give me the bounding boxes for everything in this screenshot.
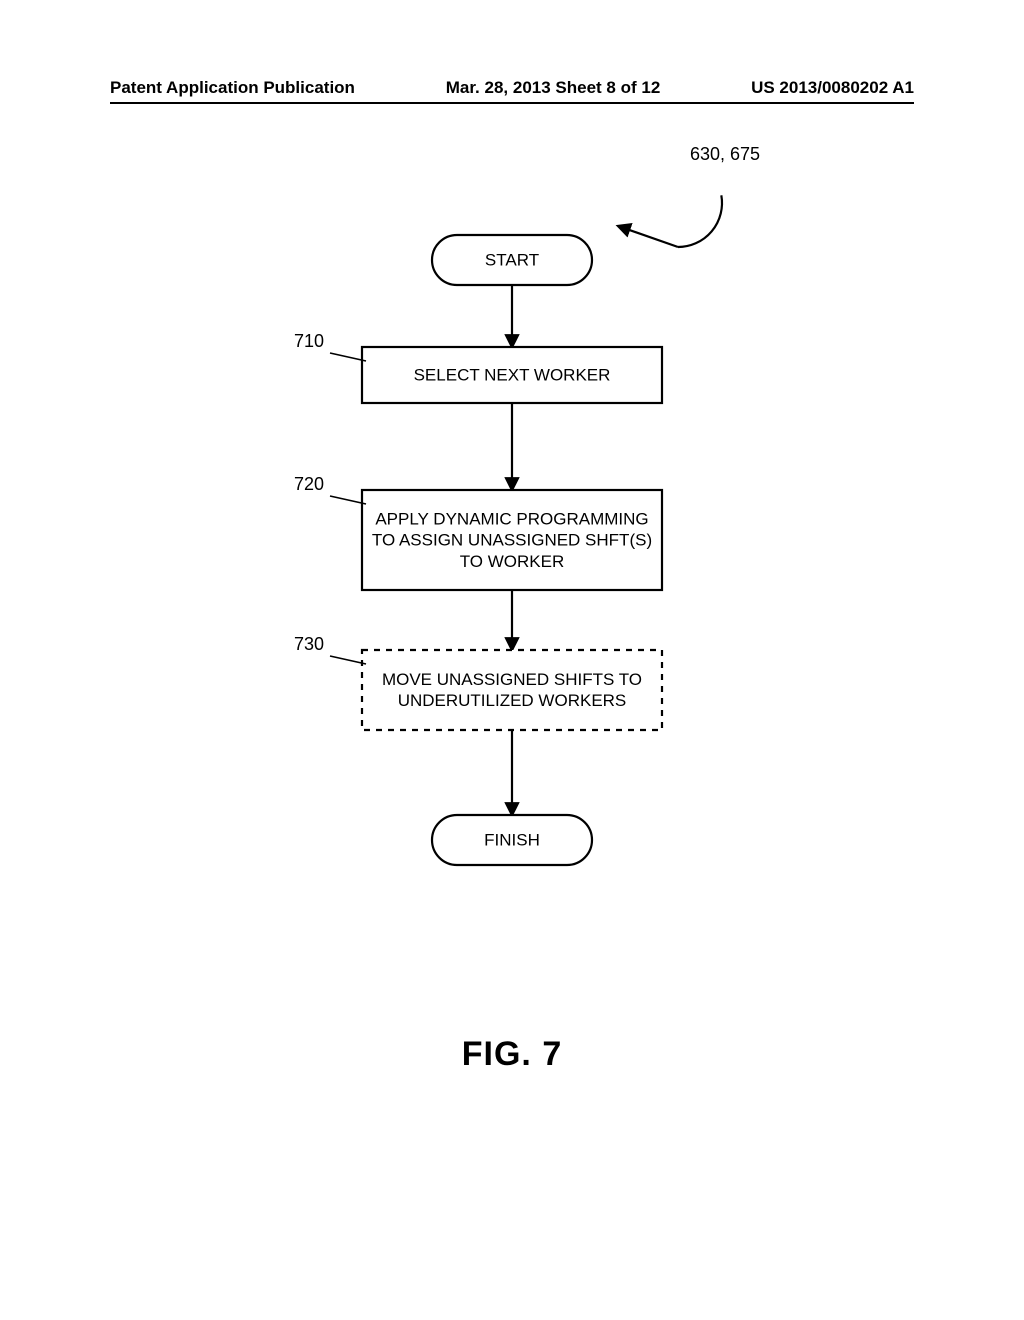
ref-arc (678, 195, 722, 247)
process-label-line: APPLY DYNAMIC PROGRAMMING (375, 509, 648, 528)
ref-leader (330, 496, 366, 504)
flow-node-n730: MOVE UNASSIGNED SHIFTS TO UNDERUTILIZED W… (294, 634, 662, 730)
header-right: US 2013/0080202 A1 (751, 78, 914, 98)
process-box-dashed (362, 650, 662, 730)
process-label-line: MOVE UNASSIGNED SHIFTS TO (382, 670, 642, 689)
header-left: Patent Application Publication (110, 78, 355, 98)
page-header: Patent Application Publication Mar. 28, … (0, 78, 1024, 104)
ref-arrow (618, 226, 678, 247)
flow-node-n710: SELECT NEXT WORKER 710 (294, 331, 662, 403)
flow-node-start: START (432, 235, 592, 285)
ref-label: 720 (294, 474, 324, 494)
page-root: Patent Application Publication Mar. 28, … (0, 0, 1024, 1320)
process-label-line: TO ASSIGN UNASSIGNED SHFT(S) (372, 531, 652, 550)
ref-leader (330, 353, 366, 361)
header-center: Mar. 28, 2013 Sheet 8 of 12 (446, 78, 661, 98)
ref-leader (330, 656, 366, 664)
terminal-label: FINISH (484, 831, 540, 850)
terminal-label: START (485, 251, 539, 270)
process-label-line: TO WORKER (460, 552, 565, 571)
flow-node-n720: APPLY DYNAMIC PROGRAMMING TO ASSIGN UNASS… (294, 474, 662, 590)
flow-node-finish: FINISH (432, 815, 592, 865)
process-label-line: UNDERUTILIZED WORKERS (398, 691, 627, 710)
figure-caption: FIG. 7 (0, 1035, 1024, 1074)
process-label-line: SELECT NEXT WORKER (414, 366, 611, 385)
header-rule (110, 102, 914, 104)
ref-label: 710 (294, 331, 324, 351)
ref-label: 730 (294, 634, 324, 654)
ref-label-top: 630, 675 (690, 144, 760, 164)
flowchart-svg: START SELECT NEXT WORKER 710 APPLY DYNAMIC … (0, 120, 1024, 1020)
